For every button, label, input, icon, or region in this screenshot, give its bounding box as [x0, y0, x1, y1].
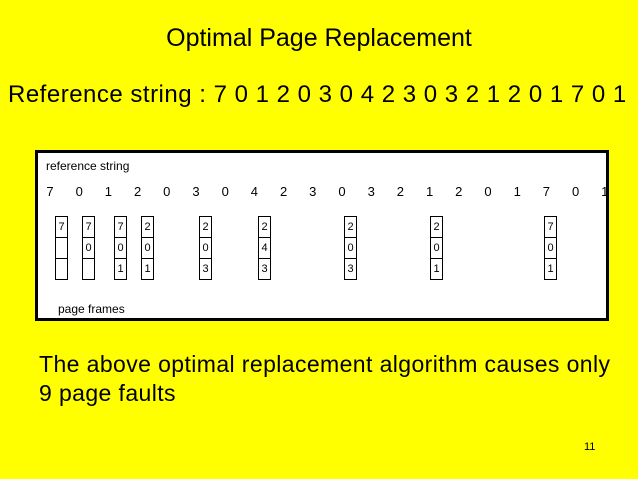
frame-cell: 2 — [344, 216, 357, 238]
frame-cell: 0 — [544, 237, 557, 259]
reference-value: 2 — [396, 184, 404, 199]
frame-column: 7 — [55, 216, 68, 280]
reference-value: 7 — [46, 184, 54, 199]
frame-cell: 0 — [199, 237, 212, 259]
reference-value: 1 — [513, 184, 521, 199]
frame-cell: 0 — [114, 237, 127, 259]
reference-value: 2 — [455, 184, 463, 199]
reference-value: 0 — [75, 184, 83, 199]
frame-cell: 0 — [141, 237, 154, 259]
frame-cell: 1 — [141, 258, 154, 280]
frame-cell: 7 — [55, 216, 68, 238]
frame-cell: 3 — [258, 258, 271, 280]
reference-string-label: reference string — [46, 159, 130, 173]
frame-cell: 3 — [344, 258, 357, 280]
reference-value: 0 — [163, 184, 171, 199]
reference-value: 1 — [104, 184, 112, 199]
reference-string-text: Reference string : 7 0 1 2 0 3 0 4 2 3 0… — [8, 81, 627, 108]
frame-cell: 1 — [114, 258, 127, 280]
frame-cell: 7 — [114, 216, 127, 238]
page-frames-label: page frames — [58, 302, 125, 316]
reference-value: 1 — [425, 184, 434, 199]
frame-cell: 2 — [430, 216, 443, 238]
reference-value: 3 — [192, 184, 200, 199]
reference-value: 3 — [309, 184, 317, 199]
reference-value: 2 — [279, 184, 288, 199]
frame-cell: 2 — [141, 216, 154, 238]
frame-cell: 1 — [430, 258, 443, 280]
frame-cell: 0 — [82, 237, 95, 259]
frame-cell — [55, 237, 68, 259]
reference-value: 0 — [571, 184, 580, 199]
page-fault-summary: The above optimal replacement algorithm … — [39, 351, 611, 406]
reference-value: 0 — [338, 184, 346, 199]
frame-cell: 0 — [430, 237, 443, 259]
frame-cell — [82, 258, 95, 280]
reference-value: 1 — [601, 184, 609, 199]
reference-value: 2 — [133, 184, 142, 199]
frame-cell: 7 — [544, 216, 557, 238]
reference-value: 0 — [484, 184, 492, 199]
page-number: 11 — [584, 441, 596, 453]
reference-value: 0 — [221, 184, 229, 199]
frame-cell: 3 — [199, 258, 212, 280]
frame-cell: 1 — [544, 258, 557, 280]
reference-value: 3 — [367, 184, 375, 199]
frame-cell: 2 — [199, 216, 212, 238]
frame-cell: 0 — [344, 237, 357, 259]
reference-value: 7 — [542, 184, 550, 199]
frame-cell — [55, 258, 68, 280]
frame-cell: 2 — [258, 216, 271, 238]
reference-value: 4 — [250, 184, 258, 199]
frame-cell: 4 — [258, 237, 271, 259]
frame-cell: 7 — [82, 216, 95, 238]
slide-title: Optimal Page Replacement — [166, 24, 472, 52]
